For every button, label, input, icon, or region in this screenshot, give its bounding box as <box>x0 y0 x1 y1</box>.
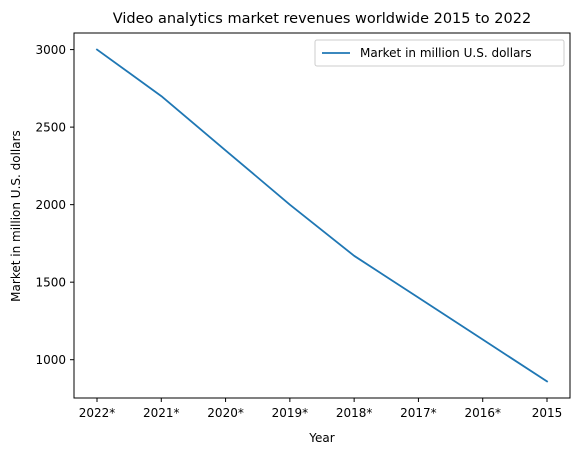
y-tick-label: 3000 <box>35 43 66 57</box>
legend-box <box>314 39 565 67</box>
y-axis-label: Market in million U.S. dollars <box>9 130 23 302</box>
chart-title: Video analytics market revenues worldwid… <box>113 11 531 27</box>
x-tick-label: 2020* <box>207 406 244 420</box>
legend: Market in million U.S. dollars <box>314 39 565 67</box>
x-tick-label: 2016* <box>464 406 501 420</box>
x-tick-label: 2022* <box>79 406 116 420</box>
plot-area: 2022* 2021* 2020* 2019* 2018* 2017* 2016* 2015 … <box>35 32 571 420</box>
x-axis-label: Year <box>308 431 334 445</box>
x-tick-label: 2019* <box>272 406 309 420</box>
legend-label: Market in million U.S. dollars <box>360 46 532 60</box>
x-tick-label: 2017* <box>400 406 437 420</box>
x-tick-label: 2015 <box>532 406 563 420</box>
y-tick-label: 2000 <box>35 198 66 212</box>
plot-frame <box>73 32 571 399</box>
y-tick-label: 1000 <box>35 353 66 367</box>
x-tick-label: 2021* <box>143 406 180 420</box>
series-layer <box>95 48 549 383</box>
y-axis: 1000 1500 2000 2500 3000 <box>35 43 74 367</box>
y-tick-label: 1500 <box>35 276 66 290</box>
y-tick-label: 2500 <box>35 121 66 135</box>
series-line <box>95 48 549 383</box>
x-tick-label: 2018* <box>336 406 373 420</box>
x-axis: 2022* 2021* 2020* 2019* 2018* 2017* 2016* 2015 <box>79 398 563 420</box>
